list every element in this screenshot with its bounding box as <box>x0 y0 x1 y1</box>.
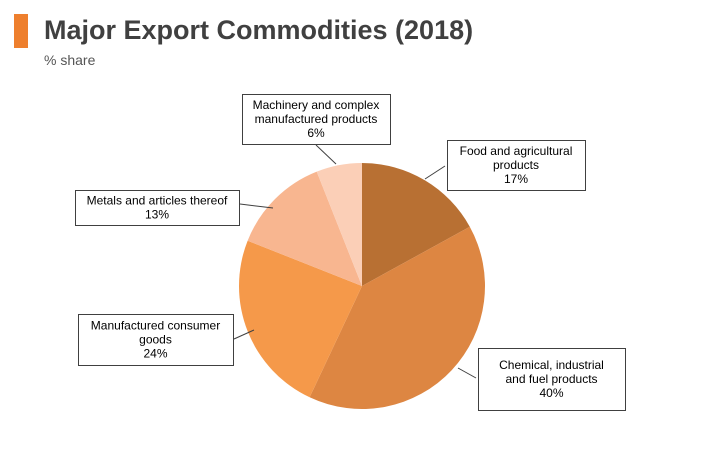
label-box <box>75 190 240 226</box>
slice-value-label: 40% <box>539 386 563 400</box>
slice-category-label: Machinery and complex <box>253 98 380 112</box>
slice-value-label: 17% <box>504 172 528 186</box>
label-leader-line <box>457 367 477 379</box>
slice-category-label: Manufactured consumer <box>91 319 220 333</box>
pie-slice-0 <box>362 163 470 286</box>
chart-title: Major Export Commodities (2018) <box>44 15 474 45</box>
pie-slice-1 <box>309 226 485 409</box>
label-box <box>242 94 391 145</box>
label-leader-line <box>239 203 274 209</box>
slice-value-label: 13% <box>145 208 169 222</box>
slice-value-label: 24% <box>143 347 167 361</box>
pie-slice-2 <box>239 240 362 398</box>
slice-category-label: Metals and articles thereof <box>87 194 228 208</box>
slice-category-label: Food and agricultural <box>460 144 573 158</box>
label-box <box>78 314 234 366</box>
slice-category-label: manufactured products <box>255 112 378 126</box>
pie-slice-3 <box>247 171 362 286</box>
slice-category-label: goods <box>139 333 172 347</box>
slice-value-label: 6% <box>307 126 325 140</box>
label-box <box>447 140 586 191</box>
label-leader-line <box>233 329 255 340</box>
slice-category-label: and fuel products <box>505 372 597 386</box>
label-box <box>478 348 626 411</box>
label-leader-line <box>315 144 337 165</box>
label-leader-line <box>424 165 446 180</box>
slice-category-label: products <box>493 158 539 172</box>
chart-subtitle: % share <box>44 52 96 68</box>
pie-slice-4 <box>316 163 362 286</box>
title-accent-bar <box>14 14 28 48</box>
slice-category-label: Chemical, industrial <box>499 358 604 372</box>
